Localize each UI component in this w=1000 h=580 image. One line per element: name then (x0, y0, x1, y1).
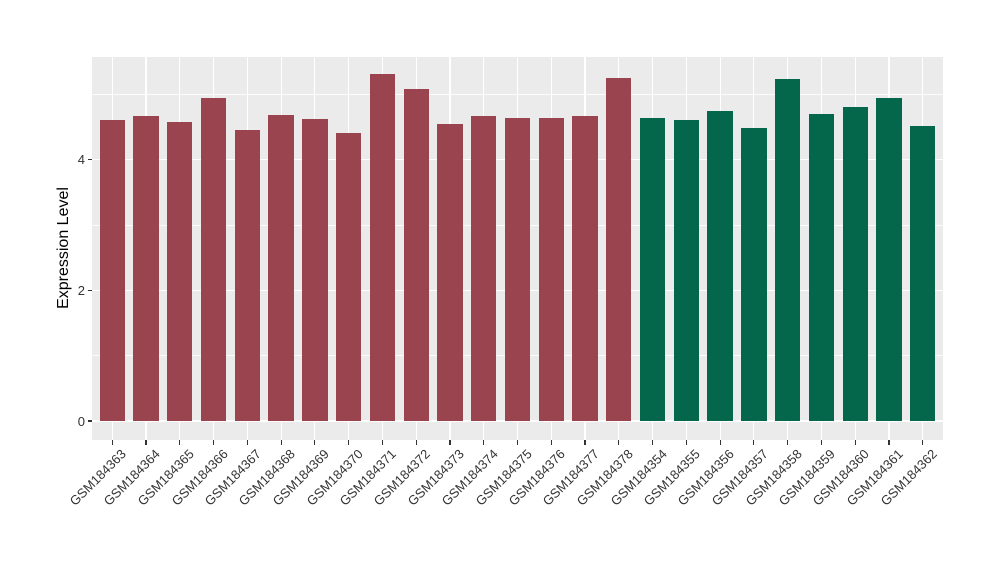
x-axis-tick (854, 440, 856, 445)
x-axis-tick (685, 440, 687, 445)
x-axis-tick (618, 440, 620, 445)
x-axis-tick (314, 440, 316, 445)
bar-GSM184375 (504, 118, 531, 422)
x-axis-tick (651, 440, 654, 445)
x-axis-tick (111, 440, 113, 445)
y-tick-label: 2 (77, 282, 85, 298)
y-axis-tick (87, 159, 92, 161)
bar-GSM184361 (876, 98, 902, 422)
bar-GSM184356 (707, 110, 733, 422)
x-axis-tick (212, 440, 215, 445)
bar-GSM184362 (910, 126, 936, 422)
x-axis-tick (820, 440, 823, 445)
x-axis-tick (246, 440, 248, 445)
bar-GSM184355 (673, 119, 699, 422)
bar-GSM184359 (808, 113, 835, 422)
bar-GSM184378 (606, 77, 632, 422)
bar-GSM184373 (437, 123, 463, 422)
bar-GSM184357 (741, 127, 767, 422)
x-axis-tick (888, 440, 890, 445)
x-axis-tick (922, 440, 924, 445)
bar-GSM184366 (200, 98, 227, 422)
y-axis-tick (87, 420, 92, 422)
bar-GSM184367 (234, 130, 260, 422)
x-axis-tick (753, 440, 755, 445)
x-axis-tick (179, 440, 181, 445)
bar-GSM184363 (99, 120, 125, 422)
y-axis-tick (87, 289, 92, 291)
bar-GSM184365 (167, 121, 193, 422)
x-axis-tick (381, 440, 383, 445)
bar-GSM184372 (403, 89, 429, 422)
x-axis-tick (719, 440, 721, 445)
x-axis-tick (550, 440, 552, 445)
bar-GSM184369 (302, 119, 328, 422)
x-axis-tick (145, 440, 147, 445)
bar-GSM184354 (639, 118, 666, 422)
bar-GSM184364 (133, 115, 159, 422)
bar-GSM184368 (268, 114, 294, 422)
bar-GSM184370 (335, 132, 362, 422)
x-axis-tick (787, 440, 789, 445)
bar-GSM184358 (774, 79, 801, 422)
bar-GSM184377 (572, 115, 598, 422)
x-axis-tick (348, 440, 350, 445)
x-axis-tick (449, 440, 451, 445)
x-axis-tick (415, 440, 417, 445)
bar-GSM184374 (471, 115, 497, 422)
bar-GSM184371 (369, 73, 396, 422)
y-tick-label: 4 (77, 152, 85, 168)
x-axis-tick (584, 440, 586, 445)
y-tick-label: 0 (77, 413, 85, 429)
x-axis-tick (483, 440, 485, 445)
bar-GSM184360 (842, 106, 868, 422)
plot-panel (92, 57, 943, 440)
x-axis-tick (516, 440, 519, 445)
x-axis-tick (280, 440, 282, 445)
bar-GSM184376 (538, 117, 564, 422)
